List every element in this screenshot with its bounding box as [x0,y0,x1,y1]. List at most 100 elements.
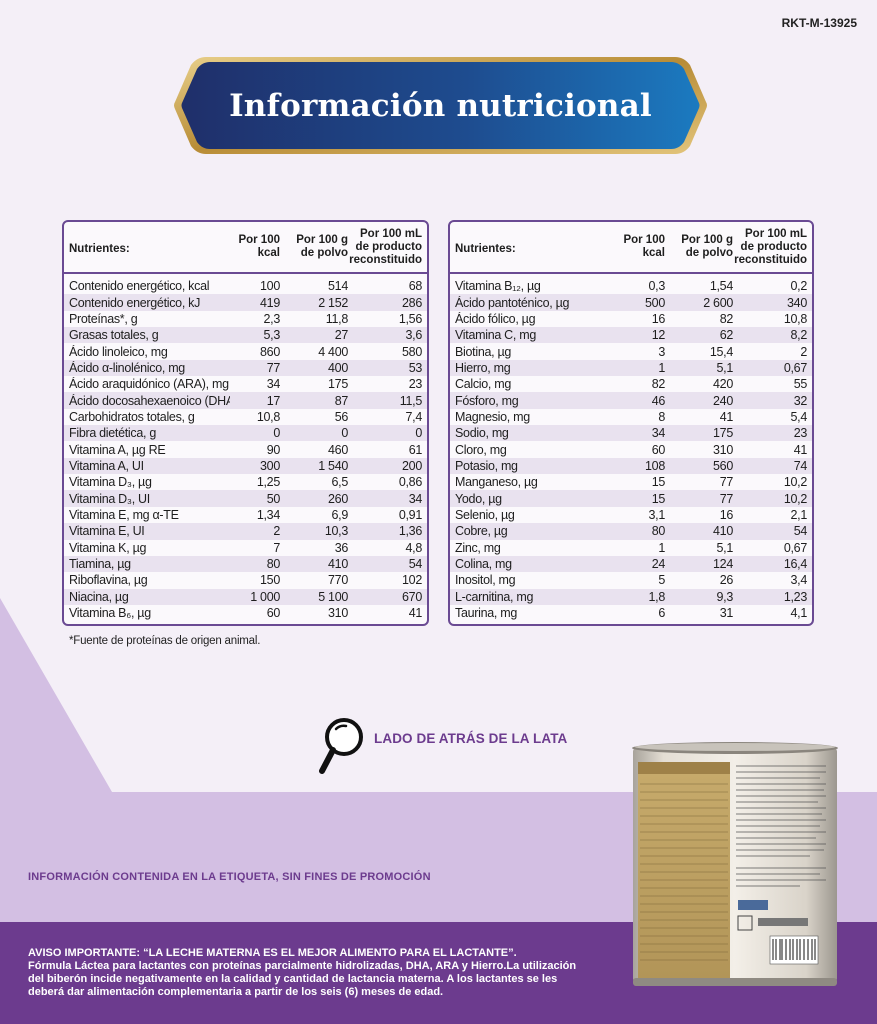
value-per-100ml: 7,4 [405,409,423,424]
value-per-100kcal: 8 [658,409,665,424]
value-per-100g: 2 600 [703,295,733,310]
header-per-100ml: Por 100 mL de producto reconstituido [349,227,422,266]
nutrient-name: Vitamina E, UI [69,524,145,539]
value-per-100g: 9,3 [716,589,734,604]
table-row: Selenio, µg 3,1 16 2,1 [450,507,812,523]
nutrient-name: L-carnitina, mg [455,589,534,604]
value-per-100kcal: 80 [266,557,281,572]
value-per-100ml: 670 [402,589,422,604]
value-per-100g: 175 [328,377,348,392]
nutrient-name: Proteínas*, g [69,311,138,326]
value-per-100kcal: 5,3 [263,328,281,343]
value-per-100ml: 16,4 [783,557,807,572]
value-per-100ml: 23 [408,377,423,392]
nutrient-name: Hierro, mg [455,360,511,375]
nutrient-name: Vitamina D₃, UI [69,491,150,506]
table-row: Vitamina C, mg 12 62 8,2 [450,327,812,344]
value-per-100g: 77 [719,475,734,490]
value-per-100ml: 0,86 [398,475,422,490]
value-per-100ml: 0 [415,426,422,441]
value-per-100kcal: 1,8 [648,589,666,604]
notice-line: Fórmula Láctea para lactantes con proteí… [28,960,577,972]
value-per-100kcal: 150 [260,573,280,588]
table-row: Inositol, mg 5 26 3,4 [450,572,812,588]
value-per-100kcal: 108 [645,458,665,473]
value-per-100kcal: 60 [651,442,666,457]
nutrient-name: Biotina, µg [455,344,512,359]
value-per-100g: 0 [341,426,348,441]
nutrient-name: Ácido araquidónico (ARA), mg [69,377,229,392]
value-per-100kcal: 419 [260,295,280,310]
product-can-image [632,742,838,986]
nutrient-name: Yodo, µg [455,491,502,506]
value-per-100g: 260 [328,491,348,506]
value-per-100ml: 286 [402,295,422,310]
value-per-100ml: 4,8 [405,540,423,555]
value-per-100ml: 11,5 [399,393,423,408]
table-row: Colina, mg 24 124 16,4 [450,555,812,573]
value-per-100g: 4 400 [318,344,348,359]
value-per-100ml: 10,8 [783,311,807,326]
value-per-100g: 15,4 [709,344,733,359]
value-per-100g: 11,8 [325,311,349,326]
value-per-100kcal: 0,3 [648,279,666,294]
value-per-100kcal: 50 [266,491,281,506]
nutrient-name: Vitamina B₁₂, µg [455,279,541,294]
nutrient-name: Riboflavina, µg [69,573,148,588]
value-per-100ml: 5,4 [790,409,808,424]
value-per-100ml: 0,67 [783,540,807,555]
table-row: Magnesio, mg 8 41 5,4 [450,409,812,425]
table-row: Calcio, mg 82 420 55 [450,376,812,392]
title-banner [174,57,707,154]
nutrient-name: Vitamina B₆, µg [69,606,151,621]
table-row: Cobre, µg 80 410 54 [450,523,812,540]
value-per-100kcal: 34 [266,377,281,392]
table-row: Proteínas*, g 2,3 11,8 1,56 [64,311,427,327]
value-per-100g: 240 [713,393,733,408]
value-per-100g: 410 [713,524,733,539]
table-row: Cloro, mg 60 310 41 [450,441,812,457]
value-per-100g: 400 [328,360,348,375]
value-per-100ml: 68 [408,279,423,294]
nutrient-name: Colina, mg [455,557,512,572]
nutrient-name: Fósforo, mg [455,393,519,408]
table-row: Taurina, mg 6 31 4,1 [450,605,812,621]
table-row: Biotina, µg 3 15,4 2 [450,343,812,359]
value-per-100ml: 1,23 [783,589,807,604]
table-row: Riboflavina, µg 150 770 102 [64,572,427,588]
value-per-100ml: 23 [793,426,808,441]
nutrient-name: Vitamina C, mg [455,328,537,343]
value-per-100ml: 55 [793,377,808,392]
value-per-100g: 410 [328,557,348,572]
nutrient-name: Vitamina K, µg [69,540,147,555]
value-per-100kcal: 12 [651,328,666,343]
value-per-100g: 82 [719,311,734,326]
table-row: Vitamina K, µg 7 36 4,8 [64,540,427,556]
header-nutrients: Nutrientes: [455,242,516,255]
header-per-100kcal: Por 100 kcal [238,234,280,259]
value-per-100kcal: 46 [651,393,666,408]
value-per-100g: 5 100 [318,589,348,604]
value-per-100kcal: 24 [651,557,666,572]
value-per-100ml: 2 [800,344,807,359]
value-per-100g: 36 [334,540,349,555]
table-row: Ácido docosahexaenoico (DHA), mg 17 87 11,5 [64,392,427,409]
nutrient-name: Selenio, µg [455,507,515,522]
value-per-100kcal: 1,25 [256,475,280,490]
value-per-100g: 5,1 [716,540,734,555]
nutrition-table-left: Nutrientes: Por 100 kcal Por 100 g de po… [62,220,429,627]
value-per-100ml: 2,1 [790,507,808,522]
table-row: Ácido α-linolénico, mg 77 400 53 [64,359,427,377]
value-per-100g: 5,1 [716,360,734,375]
nutrient-name: Grasas totales, g [69,328,159,343]
header-per-100g: Por 100 g de polvo [296,234,348,259]
table-row: Sodio, mg 34 175 23 [450,425,812,442]
value-per-100g: 560 [713,458,733,473]
value-per-100kcal: 3 [658,344,665,359]
value-per-100kcal: 60 [266,606,281,621]
value-per-100kcal: 3,1 [648,507,666,522]
table-row: Vitamina A, µg RE 90 460 61 [64,441,427,457]
value-per-100ml: 3,6 [405,328,423,343]
notice-line: deberá dar alimentación complementaria a… [28,986,444,998]
value-per-100g: 175 [713,426,733,441]
